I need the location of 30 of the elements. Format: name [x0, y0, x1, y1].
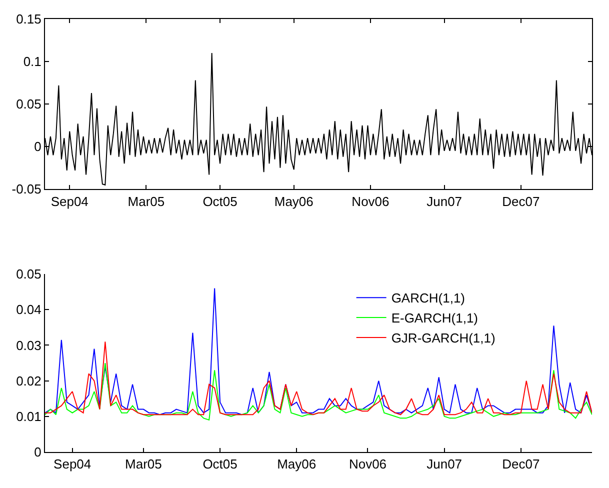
x-tick-label: May06	[277, 456, 316, 472]
y-tick-label: -0.05	[12, 182, 42, 197]
x-tick-label: Mar05	[128, 194, 165, 209]
x-tick-label: Jun07	[426, 194, 462, 209]
y-tick-label: 0.03	[16, 338, 42, 353]
y-tick-label: 0.04	[16, 302, 42, 318]
y-tick-label: 0	[34, 444, 42, 460]
x-tick-label: Jun07	[426, 456, 462, 472]
y-tick-label: 0.05	[16, 266, 42, 282]
y-tick-label: 0.15	[16, 12, 42, 27]
x-tick-label: Sep04	[50, 194, 88, 209]
x-tick-label: Oct05	[202, 456, 238, 472]
x-tick-label: Mar05	[125, 456, 162, 472]
y-tick-label: 0.1	[23, 54, 42, 70]
x-tick-label: Sep04	[54, 456, 92, 472]
x-tick-label: Dec07	[502, 194, 540, 209]
legend-label: E-GARCH(1,1)	[391, 310, 478, 326]
x-tick-label: May06	[274, 194, 314, 209]
y-tick-label: 0.01	[16, 408, 42, 424]
y-tick-label: 0	[34, 139, 42, 154]
x-tick-label: Oct05	[202, 194, 238, 209]
y-tick-label: 0.05	[16, 96, 42, 112]
legend-label: GARCH(1,1)	[391, 290, 466, 306]
line-series	[45, 288, 592, 416]
x-tick-label: Dec07	[502, 456, 540, 472]
legend-label: GJR-GARCH(1,1)	[391, 330, 496, 346]
y-tick-label: 0.02	[16, 373, 42, 388]
line-series	[45, 362, 592, 420]
x-tick-label: Nov06	[348, 456, 387, 472]
x-tick-label: Nov06	[352, 194, 390, 209]
